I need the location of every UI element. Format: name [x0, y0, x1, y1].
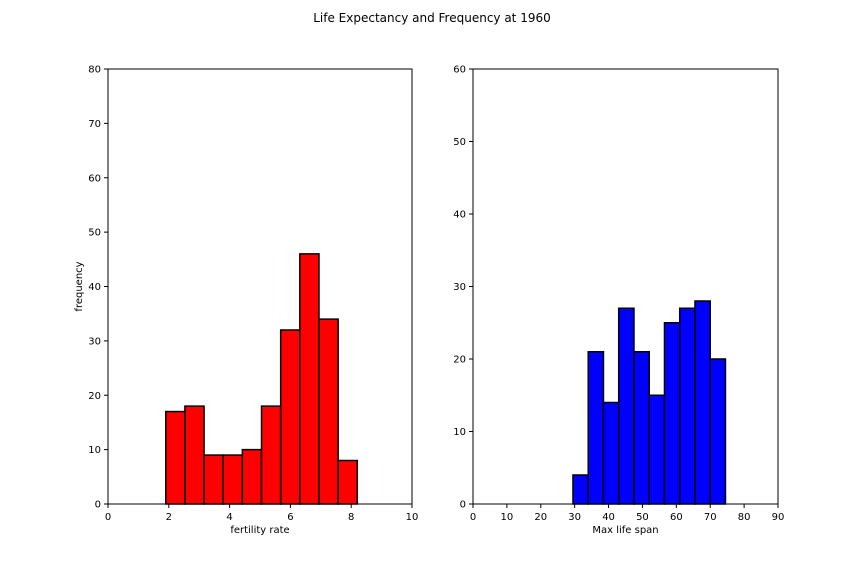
x-tick-label: 0 [470, 512, 476, 523]
x-tick-label: 90 [772, 512, 785, 523]
y-tick-label: 40 [453, 210, 466, 221]
figure-title: Life Expectancy and Frequency at 1960 [313, 11, 551, 25]
x-tick-label: 60 [670, 512, 683, 523]
histogram-bar [617, 307, 635, 505]
y-tick-label: 30 [88, 336, 101, 347]
right-chart-lifespan-histogram: 0 10 20 30 40 50 60 70 80 90 0 10 20 30 40 50 60 Max life… [453, 65, 784, 537]
histogram-bar [648, 394, 666, 505]
axes-frame [107, 68, 413, 505]
histogram-bar [663, 322, 681, 505]
histogram-bar [203, 454, 224, 505]
y-tick-label: 20 [453, 355, 466, 366]
y-tick-label: 70 [88, 119, 101, 130]
y-tick-label: 10 [453, 427, 466, 438]
x-tick-label: 10 [406, 512, 419, 523]
y-tick-label: 10 [88, 445, 101, 456]
x-tick-label: 2 [166, 512, 172, 523]
y-tick-label: 0 [460, 500, 466, 511]
x-tick-label: 50 [636, 512, 649, 523]
histogram-bar [165, 410, 186, 505]
histogram-bar [694, 300, 711, 505]
histogram-bar [587, 351, 605, 505]
histogram-bar [337, 459, 359, 505]
y-tick-label: 40 [88, 282, 101, 293]
histogram-bar [633, 351, 650, 505]
x-tick-label: 0 [105, 512, 111, 523]
x-axis-label: Max life span [592, 525, 658, 536]
y-tick-label: 60 [88, 173, 101, 184]
histogram-bar [299, 253, 320, 505]
x-tick-label: 10 [501, 512, 514, 523]
left-chart-fertility-histogram: 0 2 4 6 8 10 0 10 20 30 40 50 60 70 80 fertility rate fr… [74, 65, 418, 537]
x-tick-label: 70 [704, 512, 717, 523]
y-tick-label: 50 [453, 137, 466, 148]
y-tick-label: 30 [453, 282, 466, 293]
y-tick-label: 0 [95, 500, 101, 511]
histogram-bar [241, 448, 263, 505]
histogram-bar [222, 454, 244, 505]
x-tick-label: 30 [568, 512, 581, 523]
histogram-bar [572, 474, 589, 505]
y-axis-label: frequency [74, 261, 85, 311]
x-tick-label: 6 [287, 512, 293, 523]
x-tick-label: 4 [226, 512, 232, 523]
y-tick-label: 20 [88, 391, 101, 402]
histogram-bar [184, 405, 205, 505]
y-tick-label: 80 [88, 65, 101, 76]
histogram-bar [709, 358, 727, 505]
x-tick-label: 40 [602, 512, 615, 523]
histogram-bar [602, 401, 620, 505]
y-tick-label: 60 [453, 65, 466, 76]
x-tick-label: 80 [738, 512, 751, 523]
x-tick-label: 8 [348, 512, 354, 523]
histogram-bar [318, 318, 339, 505]
histogram-bar [260, 405, 282, 505]
x-tick-label: 20 [534, 512, 547, 523]
y-tick-label: 50 [88, 228, 101, 239]
x-axis-label: fertility rate [230, 525, 289, 536]
histogram-bar [678, 307, 696, 505]
histogram-bar [279, 329, 301, 505]
